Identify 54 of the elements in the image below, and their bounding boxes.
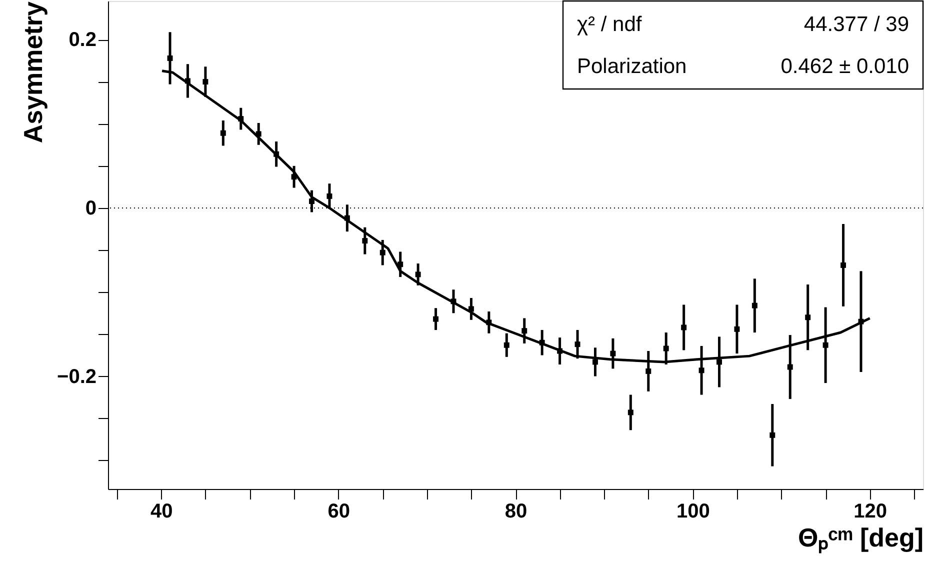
y-tick-label: −0.2 <box>57 366 96 388</box>
point <box>326 193 332 199</box>
point <box>415 272 421 278</box>
point <box>681 324 687 330</box>
point <box>504 342 510 348</box>
point <box>663 346 669 352</box>
point <box>787 364 793 370</box>
point <box>380 250 386 256</box>
x-tick-label: 100 <box>676 500 710 522</box>
x-tick-label: 80 <box>504 500 528 522</box>
point <box>291 174 297 180</box>
point <box>256 131 262 137</box>
point <box>698 368 704 374</box>
point <box>184 78 190 84</box>
point <box>486 320 492 326</box>
point <box>628 410 634 416</box>
annotation: Polarization <box>577 55 687 78</box>
y-axis-title: Asymmetry <box>18 0 48 144</box>
x-tick-label: 40 <box>150 500 173 522</box>
point <box>309 198 314 204</box>
point <box>716 359 722 365</box>
point <box>557 348 563 354</box>
point <box>468 306 474 312</box>
point <box>752 302 758 308</box>
point <box>344 215 350 221</box>
y-tick-label: 0 <box>85 197 96 220</box>
point <box>858 318 864 324</box>
point <box>238 116 244 122</box>
point <box>822 342 828 348</box>
point <box>539 340 545 346</box>
point <box>220 130 226 136</box>
point <box>274 151 280 157</box>
point <box>610 350 616 356</box>
point <box>840 262 846 268</box>
x-tick-label: 120 <box>854 500 888 522</box>
point <box>770 432 776 438</box>
point <box>805 314 811 320</box>
point <box>167 55 173 61</box>
x-axis-title: Θₚᶜᵐ [deg] <box>798 522 924 554</box>
point <box>450 298 456 304</box>
x-tick-label: 60 <box>328 500 350 522</box>
annotation: 44.377 / 39 <box>804 13 909 36</box>
point <box>202 79 208 85</box>
annotation: χ² / ndf <box>577 13 642 36</box>
point <box>362 238 368 244</box>
point <box>734 326 740 332</box>
point <box>522 328 528 334</box>
point <box>646 368 652 374</box>
point <box>592 359 598 365</box>
y-tick-label: 0.2 <box>68 29 96 52</box>
point <box>574 342 580 348</box>
point <box>398 262 404 268</box>
point <box>433 316 439 322</box>
annotation: 0.462 ± 0.010 <box>780 55 909 78</box>
